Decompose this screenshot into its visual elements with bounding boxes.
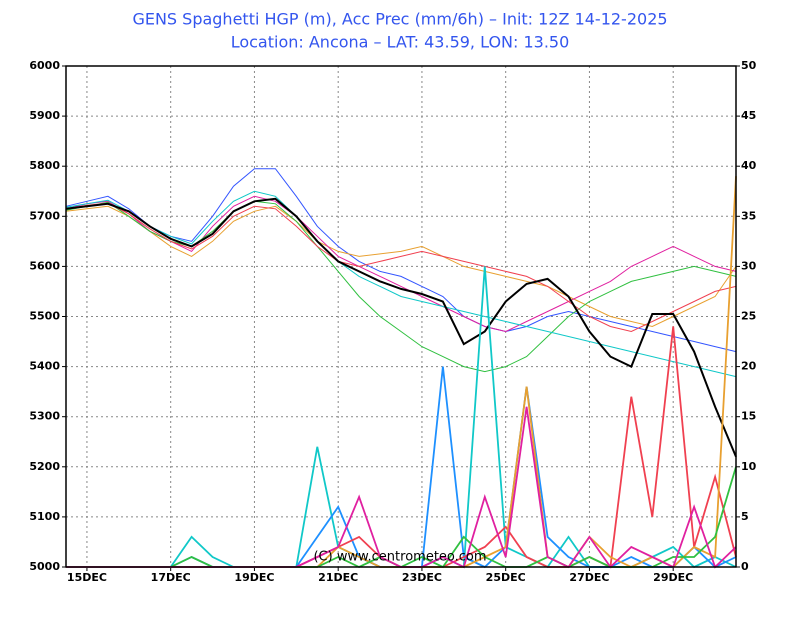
y2-tick-label: 50: [741, 59, 757, 72]
x-tick-label: 27DEC: [569, 571, 609, 584]
x-tick-label: 19DEC: [234, 571, 274, 584]
y2-tick-label: 15: [741, 410, 756, 423]
y2-tick-label: 10: [741, 460, 757, 473]
hgp-line: [65, 200, 737, 373]
y-tick-label: 5600: [29, 259, 60, 272]
plot-frame: [65, 65, 737, 568]
y2-tick-label: 45: [741, 109, 756, 122]
hgp-line: [65, 190, 737, 378]
chart-title: GENS Spaghetti HGP (m), Acc Prec (mm/6h)…: [132, 10, 667, 29]
x-tick-label: 25DEC: [486, 571, 526, 584]
watermark: (C) www.centrometeo.com: [313, 550, 486, 565]
x-tick-label: 15DEC: [67, 571, 107, 584]
y2-tick-label: 25: [741, 310, 756, 323]
y2-tick-label: 40: [741, 159, 757, 172]
y-tick-label: 5000: [29, 560, 60, 573]
y2-tick-label: 5: [741, 510, 749, 523]
y-tick-label: 5300: [29, 410, 60, 423]
y2-tick-label: 30: [741, 259, 757, 272]
y-tick-label: 6000: [29, 59, 60, 72]
hgp-line: [65, 202, 737, 333]
chart-subtitle: Location: Ancona – LAT: 43.59, LON: 13.5…: [231, 33, 570, 52]
hgp-line: [65, 205, 737, 328]
x-tick-label: 21DEC: [318, 571, 358, 584]
y2-tick-label: 20: [741, 360, 757, 373]
x-tick-label: 29DEC: [653, 571, 693, 584]
x-tick-label: 23DEC: [402, 571, 442, 584]
y2-tick-label: 35: [741, 209, 756, 222]
y-tick-label: 5700: [29, 209, 60, 222]
hgp-line: [65, 195, 737, 333]
y-tick-label: 5500: [29, 310, 60, 323]
y-tick-label: 5400: [29, 360, 60, 373]
y-tick-label: 5900: [29, 109, 60, 122]
hgp-line: [65, 197, 737, 458]
y-tick-label: 5800: [29, 159, 60, 172]
y2-tick-label: 0: [741, 560, 749, 573]
x-tick-label: 17DEC: [151, 571, 191, 584]
hgp-line: [65, 168, 737, 353]
y-tick-label: 5200: [29, 460, 60, 473]
y-tick-label: 5100: [29, 510, 60, 523]
